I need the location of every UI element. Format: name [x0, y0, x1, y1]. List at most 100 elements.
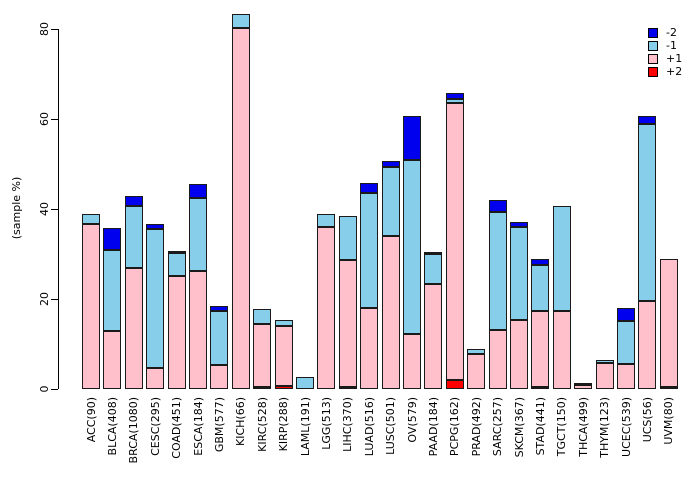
- bar-segment--2: [124, 195, 143, 207]
- bar-segment--1: [296, 377, 314, 389]
- x-axis-label: TGCT(150): [555, 397, 569, 457]
- bar-segment--1: [189, 198, 207, 272]
- x-axis-label: PCPG(162): [448, 397, 462, 457]
- bar-segment-+1: [445, 102, 464, 381]
- y-axis-tick-label: 40: [38, 202, 51, 216]
- x-axis-label: OV(579): [405, 397, 419, 443]
- y-axis-title: (sample %): [10, 176, 23, 240]
- x-axis-label: LIHC(370): [341, 397, 355, 452]
- x-axis-label: LUSC(501): [384, 397, 398, 455]
- bar-segment--1: [488, 212, 507, 330]
- bar-segment-+2: [253, 386, 272, 389]
- legend: -2 -1 +1 +2: [648, 26, 682, 78]
- bar-thca499: [574, 382, 593, 389]
- bar-segment--2: [510, 222, 528, 227]
- x-axis-label: PAAD(184): [426, 397, 440, 457]
- bar-segment--2: [189, 184, 207, 199]
- legend-item-plus2: +2: [648, 65, 682, 78]
- x-axis-label: PRAD(492): [469, 397, 483, 457]
- bar-ucs56: [638, 115, 657, 389]
- bar-sarc257: [488, 200, 507, 389]
- bar-segment--1: [617, 321, 635, 364]
- bar-segment--1: [445, 98, 464, 103]
- bar-skcm367: [510, 222, 528, 389]
- bar-segment-+1: [103, 330, 122, 389]
- bar-segment-+1: [253, 324, 272, 387]
- x-axis-label: UCEC(539): [619, 397, 633, 457]
- bar-segment-+2: [274, 385, 293, 389]
- bar-segment-+1: [403, 334, 421, 389]
- bar-blca408: [103, 227, 122, 389]
- x-axis-label: ESCA(184): [191, 397, 205, 456]
- bar-segment-+2: [338, 386, 357, 389]
- bar-segment--1: [210, 310, 229, 366]
- y-axis-tick: [51, 119, 58, 120]
- bar-ucec539: [617, 307, 635, 389]
- bar-segment-+2: [659, 386, 678, 389]
- y-axis-tick-label: 60: [38, 112, 51, 126]
- bar-segment--1: [231, 14, 250, 28]
- bar-pcpg162: [445, 93, 464, 389]
- bar-segment-+1: [210, 365, 229, 389]
- bar-segment--1: [360, 192, 379, 308]
- legend-label: -2: [666, 25, 677, 39]
- x-axis-label: STAD(441): [533, 397, 547, 456]
- legend-item-minus1: -1: [648, 39, 682, 52]
- x-axis-label: UCS(56): [640, 397, 654, 443]
- bar-kirc528: [253, 308, 272, 389]
- x-axis-label: KICH(66): [234, 397, 248, 446]
- x-axis-label: UVM(80): [662, 397, 676, 445]
- bar-segment-+2: [531, 386, 550, 389]
- y-axis-tick: [51, 209, 58, 210]
- bar-segment-+1: [659, 259, 678, 387]
- bar-segment-+2: [445, 380, 464, 389]
- bar-segment--1: [146, 229, 165, 368]
- bar-segment--2: [617, 307, 635, 322]
- bar-kich66: [231, 14, 250, 389]
- bar-segment--2: [103, 227, 122, 250]
- bar-segment--2: [210, 305, 229, 311]
- bar-coad451: [167, 251, 186, 389]
- bar-segment--1: [124, 206, 143, 268]
- x-axis-label: SKCM(367): [512, 397, 526, 458]
- bar-segment--1: [574, 382, 593, 386]
- bar-thym123: [595, 359, 614, 389]
- x-axis-label: COAD(451): [170, 397, 184, 459]
- bar-segment-+1: [617, 363, 635, 389]
- bar-lusc501: [381, 160, 400, 389]
- bar-luad516: [360, 183, 379, 389]
- x-axis-label: SARC(257): [491, 397, 505, 457]
- bar-segment-+1: [317, 226, 336, 389]
- bar-segment--2: [638, 115, 657, 124]
- legend-swatch-icon: [648, 66, 658, 77]
- x-axis-label: LGG(513): [319, 397, 333, 450]
- bar-ov579: [403, 116, 421, 389]
- bar-segment--2: [424, 252, 443, 255]
- bar-segment--1: [82, 213, 100, 224]
- bar-cesc295: [146, 223, 165, 389]
- bar-segment-+1: [167, 276, 186, 389]
- x-axis-label: THCA(499): [576, 397, 590, 457]
- bar-esca184: [189, 184, 207, 389]
- bar-segment-+1: [510, 320, 528, 389]
- legend-swatch-icon: [648, 40, 658, 51]
- bar-segment--1: [103, 249, 122, 331]
- bar-segment--2: [403, 116, 421, 160]
- bar-segment--2: [488, 200, 507, 213]
- y-axis-tick-label: 20: [38, 292, 51, 306]
- y-axis-line: [58, 29, 59, 389]
- bar-segment-+1: [552, 311, 571, 389]
- bar-segment-+1: [189, 271, 207, 389]
- bar-segment--1: [531, 265, 550, 311]
- legend-label: -1: [666, 38, 677, 52]
- y-axis-tick: [51, 389, 58, 390]
- bar-segment--1: [552, 206, 571, 312]
- bar-segment--1: [167, 253, 186, 277]
- bar-stad441: [531, 258, 550, 389]
- bar-segment-+1: [231, 27, 250, 389]
- x-axis-label: BLCA(408): [105, 397, 119, 456]
- bar-segment--2: [146, 223, 165, 230]
- y-axis-tick-label: 0: [38, 385, 51, 393]
- x-axis-label: KIRC(528): [255, 397, 269, 452]
